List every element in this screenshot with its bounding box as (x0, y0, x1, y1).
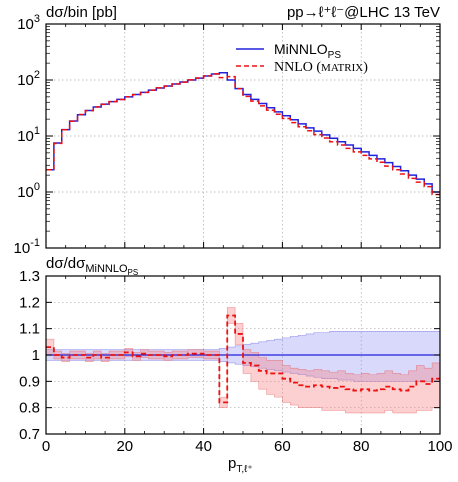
ratio-ytick-label: 0.9 (19, 373, 40, 390)
ratio-bands (45, 307, 441, 414)
ratio-xtick-label: 20 (116, 438, 133, 455)
ratio-xtick-label: 100 (427, 438, 452, 455)
main-panel: 10-1 100 101 102 103 dσ/bin [pb] pp→ℓ⁺ℓ⁻@LHC… (14, 4, 441, 257)
ratio-panel: 0 20 40 60 80 100 0.7 0.8 0.9 1 1.1 1.2 1.3 dσ/dσMiN… (19, 255, 452, 475)
main-ylabel: dσ/bin [pb] (46, 4, 117, 21)
main-ytick-label: 103 (17, 13, 40, 33)
ratio-ytick-label: 1.3 (19, 268, 40, 285)
legend-label-minnlo: MiNNLOPS (274, 41, 341, 61)
ratio-ytick-label: 0.8 (19, 400, 40, 417)
main-title: pp→ℓ⁺ℓ⁻@LHC 13 TeV (287, 4, 440, 21)
ratio-series-nnlo (46, 314, 440, 404)
ratio-ytick-label: 1.1 (19, 321, 40, 338)
main-grid (46, 24, 440, 248)
main-ytick-label: 10-1 (14, 237, 40, 257)
ratio-ytick-label: 1.2 (19, 294, 40, 311)
ratio-xtick-label: 60 (274, 438, 291, 455)
ratio-xtick-label: 0 (42, 438, 50, 455)
legend-label-nnlo: NNLO (MATRIX) (274, 60, 368, 75)
main-ytick-label: 102 (17, 69, 40, 89)
ratio-xlabel: pT,ℓ⁺ (228, 455, 253, 475)
ratio-xtick-label: 80 (353, 438, 370, 455)
ratio-xtick-label: 40 (195, 438, 212, 455)
ratio-ytick-label: 1 (32, 347, 40, 364)
main-ytick-label: 100 (17, 181, 40, 201)
main-series (46, 71, 440, 196)
ratio-ytick-label: 0.7 (19, 426, 40, 443)
ratio-ylabel: dσ/dσMiNNLOPS (46, 255, 138, 277)
legend: MiNNLOPS NNLO (MATRIX) (236, 41, 368, 75)
ratio-series (46, 314, 440, 404)
main-series-nnlo (46, 73, 440, 196)
main-ytick-label: 101 (17, 125, 40, 145)
main-ticks: 10-1 100 101 102 103 (14, 13, 441, 257)
ratio-ticks: 0 20 40 60 80 100 0.7 0.8 0.9 1 1.1 1.2 1.3 (19, 268, 452, 455)
main-series-minnlo (46, 71, 440, 193)
